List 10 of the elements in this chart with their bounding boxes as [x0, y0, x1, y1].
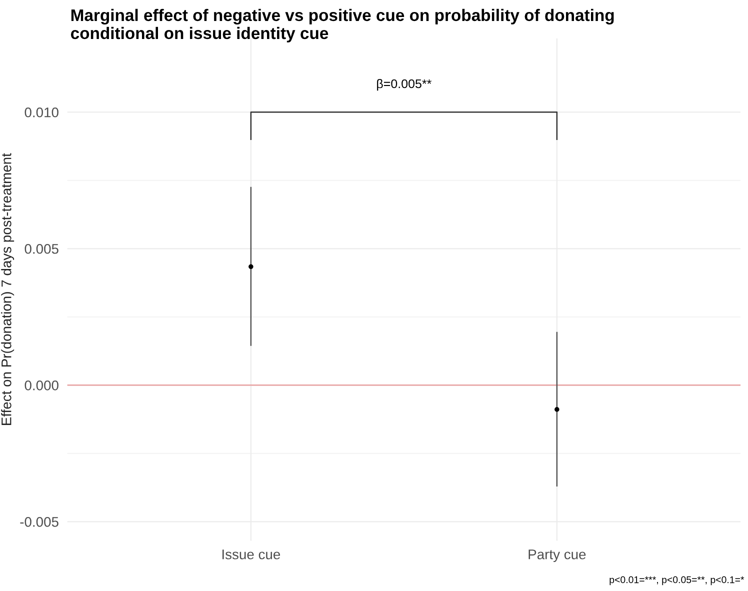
- y-tick-label: 0.005: [24, 244, 58, 254]
- x-tick-label: Party cue: [528, 550, 586, 562]
- y-tick-label: 0.010: [24, 107, 58, 118]
- y-tick-label: -0.005: [20, 516, 58, 527]
- x-tick-label: Issue cue: [222, 550, 280, 560]
- chart-title: Marginal effect of negative vs positive cue on probability of donating conditional on issue identity cue: [70, 8, 614, 42]
- y-tick-label: 0.000: [24, 380, 58, 390]
- text: p<0.01=***, p<0.05=**, p<0.1=*: [610, 576, 744, 586]
- y-axis-title: Effect on Pr(donation) 7 days post-treatment: [1, 153, 14, 425]
- annotation: β=0.005**: [377, 79, 432, 91]
